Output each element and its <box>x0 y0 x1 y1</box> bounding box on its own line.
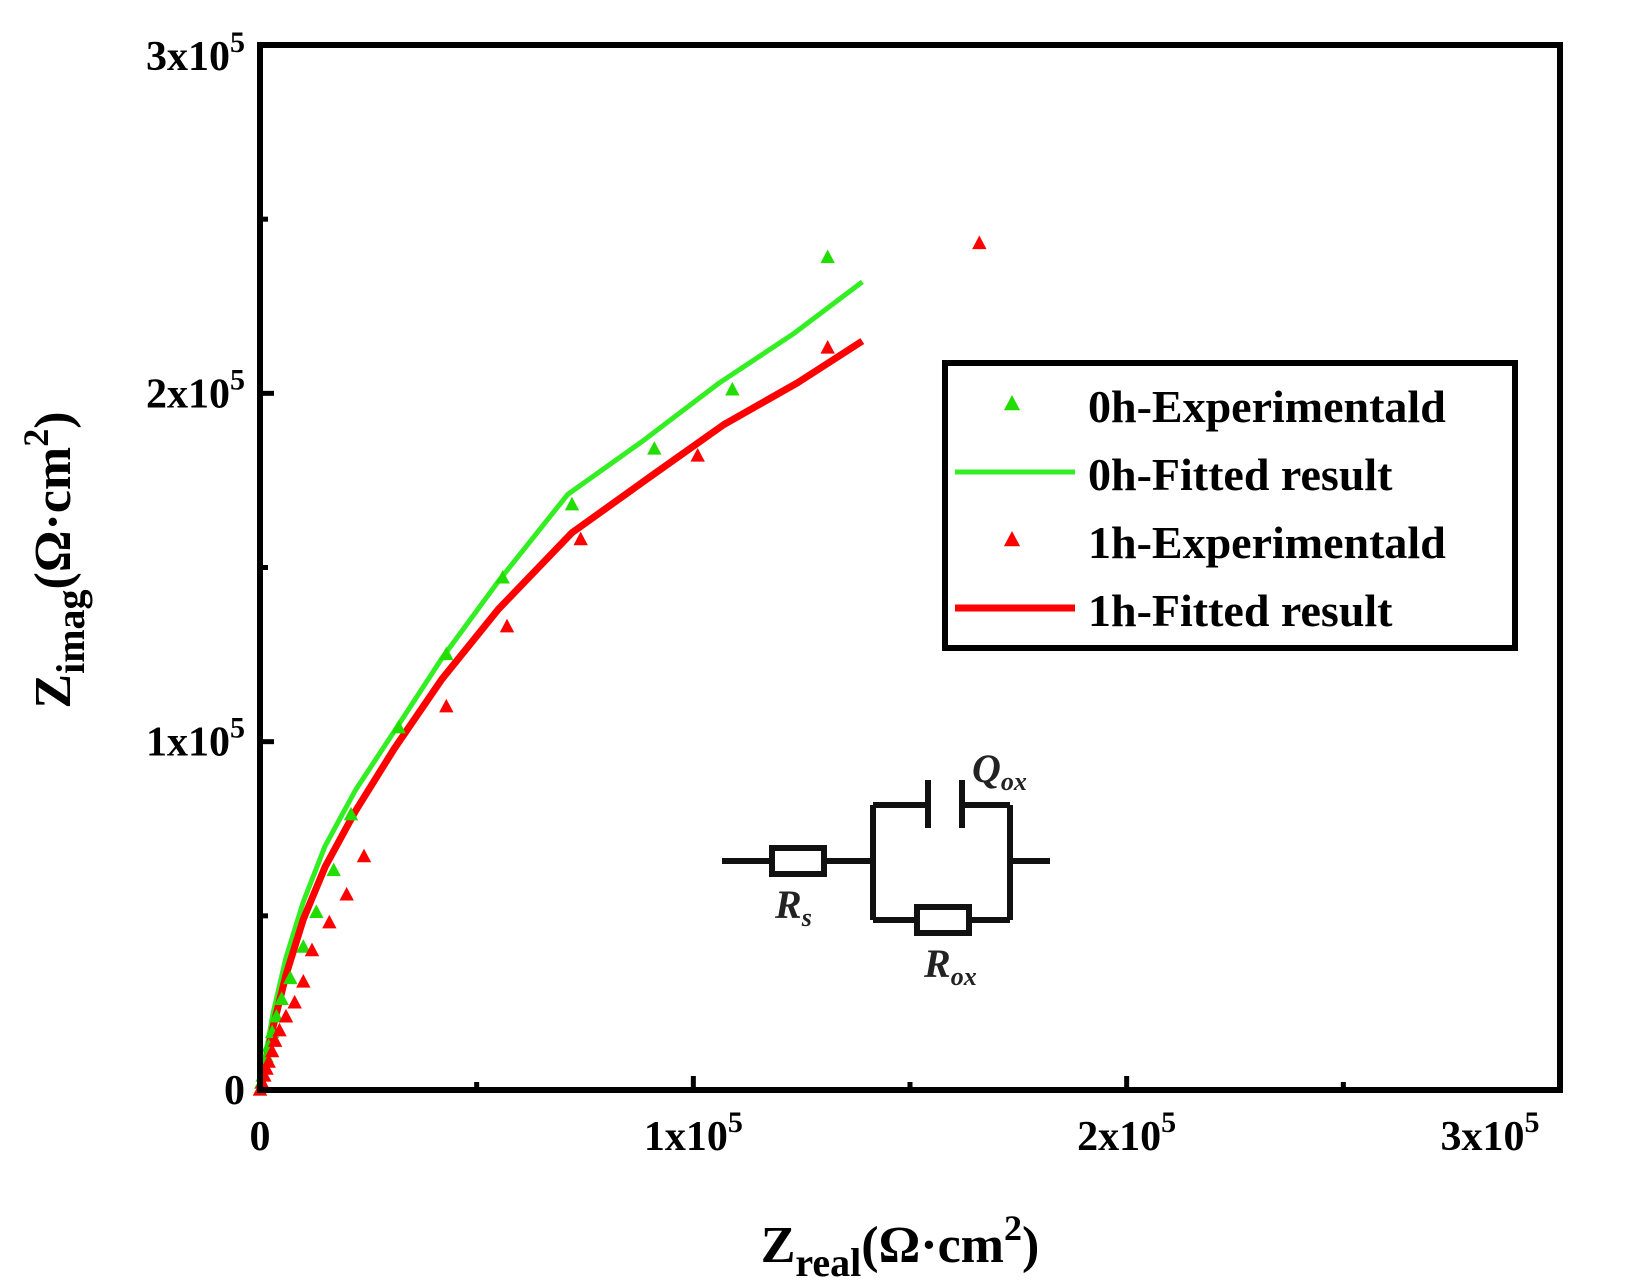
data-point <box>439 646 454 661</box>
data-point <box>309 904 324 918</box>
data-point <box>283 970 298 985</box>
legend-marker-triangle <box>1003 395 1021 411</box>
axis-ticks: 0 1x105 2x105 3x105 0 1x105 2x105 3x105 <box>146 26 1563 1160</box>
data-point <box>264 1043 280 1058</box>
data-point <box>287 994 302 1009</box>
data-point <box>820 340 835 354</box>
plot-area <box>252 235 987 1096</box>
legend-label: 1h-Experimentald <box>1088 517 1446 568</box>
data-point <box>356 848 372 863</box>
data-point <box>499 618 515 633</box>
y-tick-label: 2x105 <box>146 363 245 417</box>
data-point <box>972 235 987 250</box>
circuit-label-rox: Rox <box>923 941 977 991</box>
data-point <box>322 914 337 929</box>
data-point <box>573 531 588 546</box>
data-point <box>261 1054 276 1068</box>
legend: 0h-Experimentald 0h-Fitted result 1h-Exper… <box>942 360 1518 651</box>
x-tick-label: 3x105 <box>1441 1106 1540 1160</box>
data-point <box>339 886 354 901</box>
data-point <box>820 249 835 264</box>
legend-label: 0h-Fitted result <box>1088 449 1393 500</box>
data-point <box>274 991 289 1006</box>
circuit-label-rs: Rs <box>774 882 812 932</box>
y-axis-title: Zimag(Ω·cm2) <box>16 411 93 708</box>
data-point <box>439 698 454 713</box>
circuit-label-qox: Qox <box>972 746 1027 796</box>
data-point <box>267 1033 283 1047</box>
legend-box <box>942 360 1518 651</box>
data-point <box>564 496 580 511</box>
equivalent-circuit-inset <box>722 780 1050 936</box>
y-tick-label: 0 <box>224 1068 245 1114</box>
x-tick-label: 2x105 <box>1077 1106 1176 1160</box>
data-point <box>391 719 406 734</box>
legend-label: 0h-Experimentald <box>1088 381 1446 432</box>
x-tick-label: 1x105 <box>644 1106 743 1160</box>
data-point <box>278 1008 294 1023</box>
x-tick-label: 0 <box>250 1114 271 1160</box>
data-point <box>269 1008 284 1023</box>
data-point <box>296 939 311 953</box>
data-point <box>647 441 662 455</box>
data-point <box>725 381 740 396</box>
y-tick-label: 3x105 <box>146 26 245 80</box>
data-point <box>272 1022 287 1037</box>
x-axis-title-sub: real <box>795 1240 861 1283</box>
data-point <box>296 974 311 988</box>
series-line-1h-fitted-result <box>256 338 865 1091</box>
data-point <box>304 942 320 957</box>
data-point <box>343 806 359 821</box>
legend-items: 0h-Experimentald 0h-Fitted result 1h-Exper… <box>955 381 1446 636</box>
y-tick-label: 1x105 <box>146 712 245 766</box>
legend-marker-triangle <box>1003 531 1021 547</box>
legend-label: 1h-Fitted result <box>1088 585 1393 636</box>
data-point <box>495 569 510 584</box>
data-point <box>326 862 341 877</box>
x-axis-title: Zreal(Ω·cm2) <box>761 1208 1040 1283</box>
y-axis-title-sub: imag <box>48 589 93 673</box>
data-point <box>690 448 705 462</box>
